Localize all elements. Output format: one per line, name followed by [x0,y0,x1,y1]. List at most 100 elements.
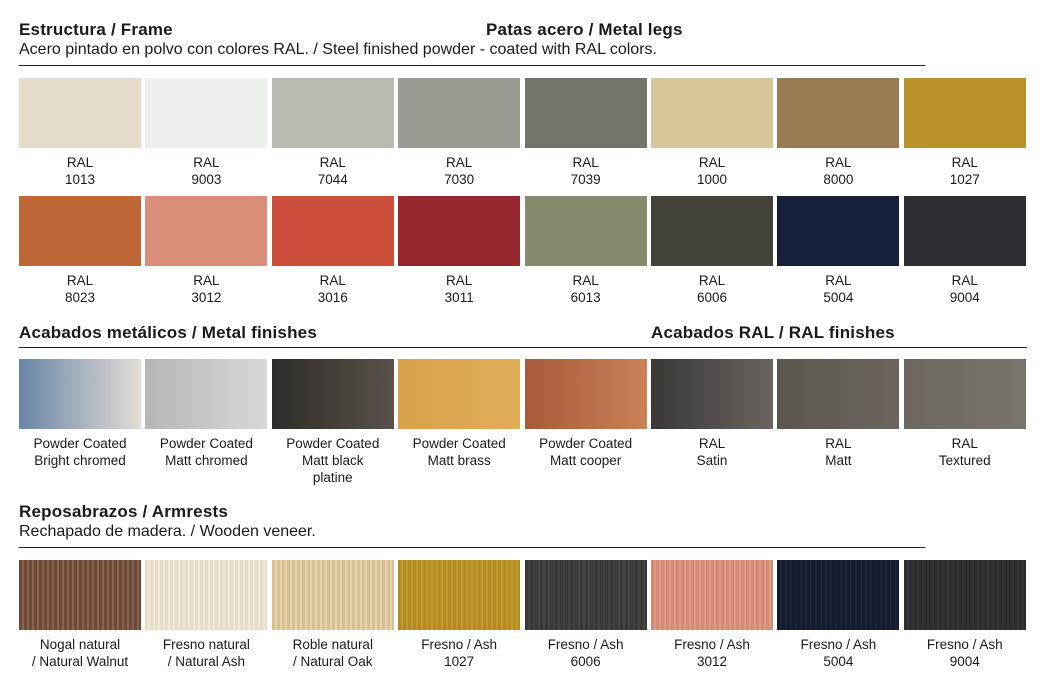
swatch-label-line: 8023 [64,290,96,305]
finish-swatch-item: RAL 3012 [145,196,268,306]
color-swatch [651,359,773,429]
swatch-label: Powder Coated Matt chromed [145,435,267,469]
swatch-label-line: 9004 [949,654,980,669]
swatch-label-line: / Natural Walnut [31,654,129,669]
swatch-label-line: RAL [572,273,599,288]
color-swatch [524,560,647,630]
frame-subtitle: Acero pintado en polvo con colores RAL. … [19,41,657,58]
swatch-label-line: platine [312,470,353,485]
swatch-label-line: 7044 [317,172,348,187]
color-swatch [524,196,647,266]
swatch-label-line: Powder Coated [286,436,380,451]
swatch-label-line: RAL [951,155,978,170]
swatch-label-line: Matt cooper [549,453,622,468]
finish-swatch-item: Fresno / Ash 3012 [651,560,773,670]
finish-swatch-item: Fresno natural / Natural Ash [145,560,268,670]
swatch-label: RAL 7044 [272,154,394,188]
swatch-label-line: Satin [696,453,728,468]
swatch-label-line: RAL [698,273,726,288]
finish-swatch-item: RAL 1027 [903,78,1026,188]
swatch-label-line: 7039 [570,172,601,187]
color-swatch [777,196,900,266]
swatch-label-line: 9003 [191,172,222,187]
swatch-label: Fresno / Ash 5004 [777,636,899,670]
swatch-label-line: 8000 [823,172,854,187]
finish-swatch-item: Powder Coated Matt cooper [524,359,647,469]
swatch-label-line: RAL [825,155,852,170]
finish-swatch-item: RAL 6006 [651,196,773,306]
swatch-label-line: RAL [193,273,220,288]
finish-swatch-item: RAL 3016 [271,196,394,306]
swatch-label-line: RAL [825,273,852,288]
swatch-label: RAL 8023 [19,272,141,306]
finish-swatch-item: RAL 7030 [398,78,521,188]
swatch-label-line: Fresno / Ash [547,637,624,652]
color-swatch [145,78,268,148]
swatch-label-line: 3011 [444,290,474,305]
swatch-label: RAL Satin [651,435,773,469]
swatch-label-line: Fresno / Ash [674,637,750,652]
swatch-label-line: RAL [319,155,346,170]
swatch-label: Fresno / Ash 1027 [398,636,520,670]
color-swatch [19,196,141,266]
swatch-label-line: Textured [938,453,991,468]
swatch-label: RAL 3012 [145,272,267,306]
color-swatch [145,359,268,429]
swatch-label: RAL 7030 [398,154,520,188]
color-swatch [271,196,394,266]
swatch-label-line: / Natural Oak [293,654,373,669]
color-swatch [903,359,1026,429]
finish-swatch-item: Fresno / Ash 1027 [398,560,521,670]
swatch-label: Powder Coated Bright chromed [19,435,141,469]
swatch-label-line: RAL [66,155,94,170]
divider [19,347,1027,348]
swatch-label-line: 3012 [696,654,728,669]
metal-title: Acabados metálicos / Metal finishes [19,323,317,342]
swatch-label-line: Nogal natural [39,637,121,652]
swatch-label: RAL 5004 [777,272,899,306]
swatch-label-line: 1027 [949,172,980,187]
swatch-label-line: RAL [698,436,726,451]
swatch-label: RAL 7039 [525,154,647,188]
finish-swatch-item: Fresno / Ash 5004 [777,560,900,670]
legs-title: Patas acero / Metal legs [486,20,683,39]
swatch-label-line: / Natural Ash [167,654,246,669]
finish-swatch-item: RAL Satin [651,359,773,469]
swatch-label: RAL 1013 [19,154,141,188]
armrests-subtitle: Rechapado de madera. / Wooden veneer. [19,523,316,540]
color-swatch [777,359,900,429]
swatch-label: Fresno natural / Natural Ash [145,636,267,670]
swatch-label-line: Powder Coated [539,436,633,451]
swatch-label: RAL Textured [904,435,1026,469]
color-swatch [651,78,773,148]
finish-swatch-item: RAL 7039 [524,78,647,188]
swatch-label-line: Matt black [302,453,364,468]
swatch-label: RAL 6013 [525,272,647,306]
swatch-label-line: Fresno / Ash [421,637,498,652]
finish-swatch-item: RAL 9003 [145,78,268,188]
swatch-label: RAL 9003 [145,154,267,188]
swatch-label-line: Powder Coated [412,436,506,451]
swatch-label-line: RAL [951,273,978,288]
finish-swatch-item: Powder Coated Matt brass [398,359,521,469]
color-swatch [903,560,1026,630]
swatch-label-line: 1013 [64,172,96,187]
finish-swatch-item: RAL 7044 [271,78,394,188]
swatch-label-line: 1027 [444,654,475,669]
swatch-label: RAL 6006 [651,272,773,306]
swatch-label-line: Matt brass [427,453,491,468]
swatch-label: RAL 3011 [398,272,520,306]
color-swatch [524,78,647,148]
finish-swatch-item: Powder Coated Matt black platine [271,359,394,486]
color-swatch [903,78,1026,148]
swatch-label: Powder Coated Matt cooper [525,435,647,469]
finish-swatch-item: RAL 3011 [398,196,521,306]
swatch-label-line: 6013 [570,290,601,305]
swatch-label-line: Powder Coated [33,436,127,451]
finish-swatch-item: RAL 9004 [903,196,1026,306]
ral-finishes-title: Acabados RAL / RAL finishes [651,323,895,342]
color-swatch [271,78,394,148]
armrests-title: Reposabrazos / Armrests [19,502,228,521]
finish-swatch-item: RAL 8000 [777,78,900,188]
color-swatch [651,560,773,630]
